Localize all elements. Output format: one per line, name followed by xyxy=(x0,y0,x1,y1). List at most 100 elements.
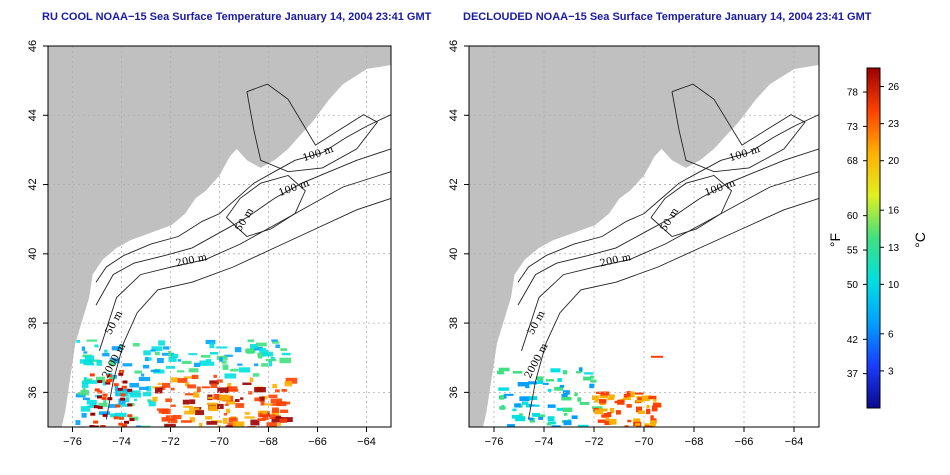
lat-tick-label: 46 xyxy=(27,40,39,52)
sst-pixel xyxy=(113,358,120,364)
sst-pixel xyxy=(205,339,216,345)
sst-pixel xyxy=(259,348,266,354)
isobath xyxy=(226,175,306,238)
sst-pixel xyxy=(272,407,279,413)
sst-pixel xyxy=(234,347,242,353)
sst-pixel xyxy=(188,368,199,373)
sst-pixel xyxy=(561,394,568,398)
lat-tick-label: 40 xyxy=(448,248,460,260)
sst-pixel xyxy=(161,417,168,422)
sst-pixel xyxy=(250,419,260,426)
sst-pixel xyxy=(583,376,592,381)
sst-pixel xyxy=(182,399,190,405)
bathymetry-contours xyxy=(517,83,819,420)
lon-tick-label: −70 xyxy=(210,436,229,448)
sst-pixel xyxy=(497,370,504,375)
sst-pixel xyxy=(238,367,250,373)
sst-pixel xyxy=(546,422,552,426)
bathymetry-contours xyxy=(95,83,391,420)
sst-pixel xyxy=(563,412,568,416)
sst-pixel xyxy=(254,387,266,393)
sst-pixel xyxy=(240,397,244,400)
sst-pixel xyxy=(118,422,124,426)
sst-pixel xyxy=(598,399,607,404)
sst-pixel xyxy=(120,397,126,401)
sst-pixel xyxy=(193,362,201,367)
sst-pixel xyxy=(244,416,255,419)
sst-pixel xyxy=(515,416,526,422)
celsius-tick-label: 16 xyxy=(888,206,900,217)
sst-pixel xyxy=(183,405,193,408)
fahrenheit-tick-label: 50 xyxy=(847,280,859,291)
sst-pixel xyxy=(200,354,211,358)
sst-pixel xyxy=(556,407,565,411)
sst-pixel xyxy=(603,413,609,417)
sst-pixel xyxy=(167,419,178,424)
sst-pixel xyxy=(235,403,245,408)
sst-pixel xyxy=(562,370,568,375)
isobath xyxy=(521,171,819,351)
sst-pixel xyxy=(635,423,640,426)
sst-pixel xyxy=(651,355,663,358)
sst-pixel xyxy=(547,416,555,422)
sst-pixel xyxy=(81,413,87,418)
sst-pixel xyxy=(132,343,140,347)
sst-pixel xyxy=(106,374,112,378)
right-map-title: DECLOUDED NOAA−15 Sea Surface Temperatur… xyxy=(463,11,872,23)
sst-pixel xyxy=(599,394,608,399)
sst-pixel xyxy=(165,398,172,403)
sst-pixel xyxy=(275,344,280,348)
sst-pixel xyxy=(88,359,101,363)
sst-pixel xyxy=(562,407,573,412)
sst-pixel xyxy=(129,393,141,398)
sst-pixel xyxy=(117,387,123,391)
sst-pixel xyxy=(577,397,582,402)
lon-tick-label: −76 xyxy=(485,436,504,448)
sst-pixel xyxy=(644,395,653,400)
sst-pixel xyxy=(563,420,572,426)
sst-pixel xyxy=(150,369,160,373)
lat-tick-label: 40 xyxy=(27,248,39,260)
sst-pixel xyxy=(548,421,556,425)
sst-pixel xyxy=(102,413,108,417)
sst-pixel xyxy=(129,418,135,422)
sst-pixel xyxy=(134,370,142,374)
sst-pixel xyxy=(81,346,86,351)
land xyxy=(469,46,819,427)
sst-pixel xyxy=(119,344,123,350)
isobath xyxy=(95,114,391,283)
sst-pixel xyxy=(115,403,128,407)
sst-pixel xyxy=(189,399,196,405)
sst-pixel xyxy=(142,392,152,397)
sst-pixel xyxy=(638,410,645,414)
sst-pixel xyxy=(97,395,102,399)
sst-pixel xyxy=(170,404,176,407)
sst-pixel xyxy=(201,386,210,389)
sst-pixel xyxy=(127,403,133,407)
sst-pixel xyxy=(221,360,227,364)
sst-pixel xyxy=(242,382,252,385)
lon-tick-label: −66 xyxy=(308,436,327,448)
sst-pixel xyxy=(227,383,232,389)
sst-pixel xyxy=(279,357,291,364)
sst-pixel xyxy=(209,380,219,385)
sst-pixel xyxy=(256,342,267,347)
sst-pixel xyxy=(217,403,224,409)
sst-pixel xyxy=(584,372,594,375)
sst-pixel xyxy=(579,402,590,405)
sst-pixel xyxy=(559,384,565,388)
sst-pixel xyxy=(268,360,272,367)
sst-pixel xyxy=(592,395,599,400)
sst-pixel xyxy=(254,346,263,351)
sst-pixel xyxy=(177,378,188,383)
sst-pixel xyxy=(131,390,141,395)
sst-pixel xyxy=(121,424,127,427)
sst-pixel xyxy=(163,346,170,350)
sst-pixel xyxy=(170,387,175,391)
sst-pixel xyxy=(98,411,110,415)
sst-pixel xyxy=(222,418,228,424)
sst-pixel xyxy=(237,363,243,366)
sst-pixel xyxy=(206,421,218,425)
sst-pixel xyxy=(97,406,103,409)
